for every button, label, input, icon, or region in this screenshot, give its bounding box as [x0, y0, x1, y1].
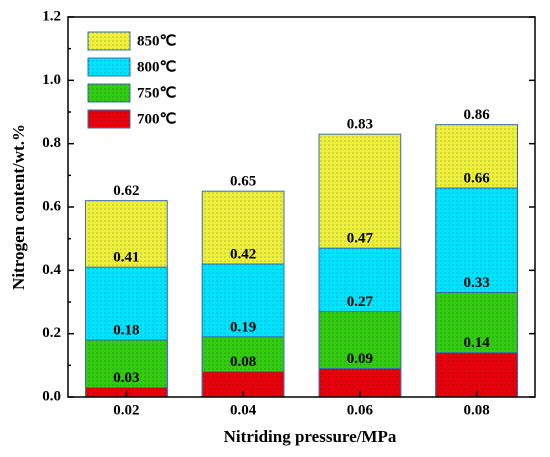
y-tick-label: 0.4 — [42, 262, 61, 278]
legend-swatch-texture — [88, 32, 130, 50]
legend-label: 800℃ — [137, 59, 177, 75]
value-label: 0.83 — [347, 117, 373, 133]
value-label: 0.86 — [464, 107, 491, 123]
value-label: 0.09 — [347, 351, 373, 367]
value-label: 0.19 — [230, 319, 256, 335]
y-axis-title: Nitrogen content/wt.% — [9, 124, 28, 290]
value-label: 0.42 — [230, 246, 256, 262]
value-label: 0.65 — [230, 174, 256, 190]
y-tick-label: 0.8 — [42, 135, 61, 151]
x-axis-title: Nitriding pressure/MPa — [224, 427, 397, 446]
legend-swatch-texture — [88, 84, 130, 102]
legend-swatch-texture — [88, 58, 130, 76]
legend-label: 850℃ — [137, 33, 177, 49]
value-label: 0.18 — [113, 322, 139, 338]
y-tick-label: 1.2 — [42, 8, 61, 24]
value-label: 0.33 — [464, 275, 490, 291]
value-label: 0.03 — [113, 370, 139, 386]
value-label: 0.14 — [464, 335, 491, 351]
y-tick-label: 0.2 — [42, 325, 61, 341]
y-tick-label: 1.0 — [42, 72, 61, 88]
legend-label: 700℃ — [137, 111, 177, 127]
value-label: 0.66 — [464, 170, 491, 186]
x-tick-label: 0.04 — [230, 402, 257, 418]
value-label: 0.27 — [347, 294, 374, 310]
y-tick-label: 0.6 — [42, 198, 61, 214]
y-tick-label: 0.0 — [42, 388, 61, 404]
bar-texture — [435, 352, 518, 397]
value-label: 0.41 — [113, 250, 139, 266]
x-tick-label: 0.02 — [113, 402, 139, 418]
x-tick-label: 0.08 — [464, 402, 490, 418]
legend-label: 750℃ — [137, 85, 177, 101]
legend-swatch-texture — [88, 110, 130, 128]
value-label: 0.08 — [230, 354, 256, 370]
value-label: 0.47 — [347, 231, 374, 247]
value-label: 0.62 — [113, 183, 139, 199]
x-tick-label: 0.06 — [347, 402, 374, 418]
